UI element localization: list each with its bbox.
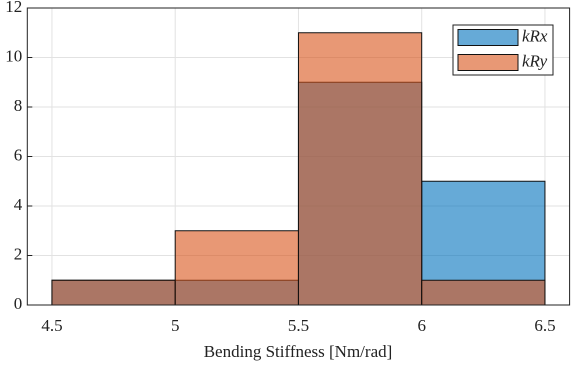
legend-swatch [457, 29, 519, 46]
x-tick-label: 6 [417, 316, 426, 335]
x-axis-label: Bending Stiffness [Nm/rad] [204, 342, 393, 361]
x-tick-label: 5.5 [288, 316, 309, 335]
histogram-bar [174, 230, 299, 306]
x-tick-label: 4.5 [41, 316, 62, 335]
y-tick-label: 4 [14, 195, 23, 214]
legend-label: kRy [522, 51, 548, 70]
histogram-bar [297, 32, 423, 306]
histogram-bar [51, 279, 176, 306]
y-tick-label: 2 [14, 244, 23, 263]
y-tick-label: 10 [5, 46, 22, 65]
legend-label: kRx [522, 26, 548, 45]
x-tick-label: 6.5 [534, 316, 555, 335]
x-tick-label: 5 [171, 316, 180, 335]
histogram-bar [421, 279, 546, 306]
y-tick-label: 0 [14, 294, 23, 313]
axes-box [26, 7, 571, 306]
y-tick-label: 12 [5, 0, 22, 16]
y-tick-label: 6 [14, 145, 23, 164]
y-tick-label: 8 [14, 96, 23, 115]
legend-swatch [457, 54, 519, 71]
